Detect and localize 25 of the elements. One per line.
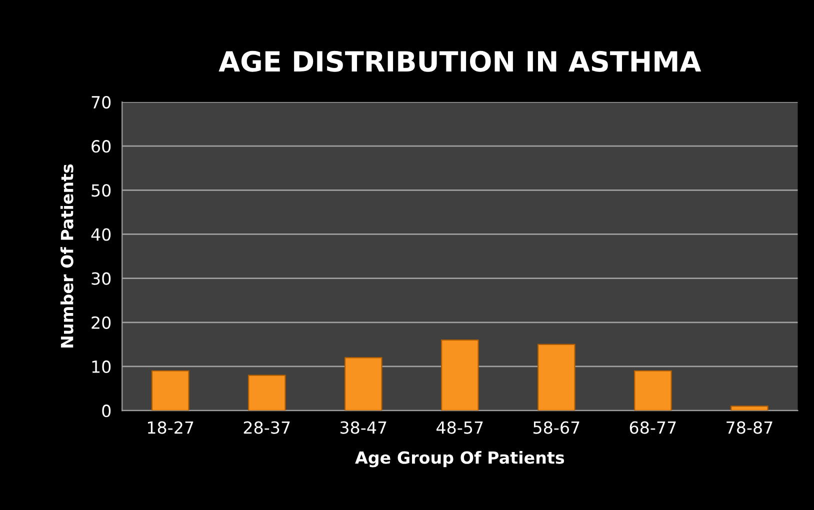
y-tick-label: 0 <box>102 404 111 418</box>
bar <box>248 374 286 411</box>
chart-title: AGE DISTRIBUTION IN ASTHMA <box>218 50 702 72</box>
bar <box>634 370 672 411</box>
x-tick-label: 48-57 <box>436 421 483 434</box>
x-axis-title: Age Group Of Patients <box>355 450 564 468</box>
x-tick-label: 38-47 <box>340 421 386 434</box>
y-tick-label: 40 <box>91 228 111 241</box>
x-tick-label: 28-37 <box>244 421 290 434</box>
y-tick-label: 30 <box>92 272 111 285</box>
y-tick-label: 50 <box>92 184 111 197</box>
x-tick-label: 18-27 <box>148 421 194 434</box>
y-tick-label: 60 <box>92 140 111 153</box>
x-tick-label: 58-67 <box>534 421 580 434</box>
y-tick-label: 10 <box>92 360 111 374</box>
x-tick-label: 68-77 <box>630 421 676 434</box>
bar <box>730 406 768 411</box>
bar <box>441 339 479 411</box>
y-axis-title: Number Of Patients <box>60 164 74 348</box>
x-tick-label: 78-87 <box>726 421 772 434</box>
y-tick-label: 20 <box>92 316 111 329</box>
bar <box>151 370 190 411</box>
y-tick-label: 70 <box>92 96 111 109</box>
bar <box>538 344 576 411</box>
bar <box>344 357 382 411</box>
